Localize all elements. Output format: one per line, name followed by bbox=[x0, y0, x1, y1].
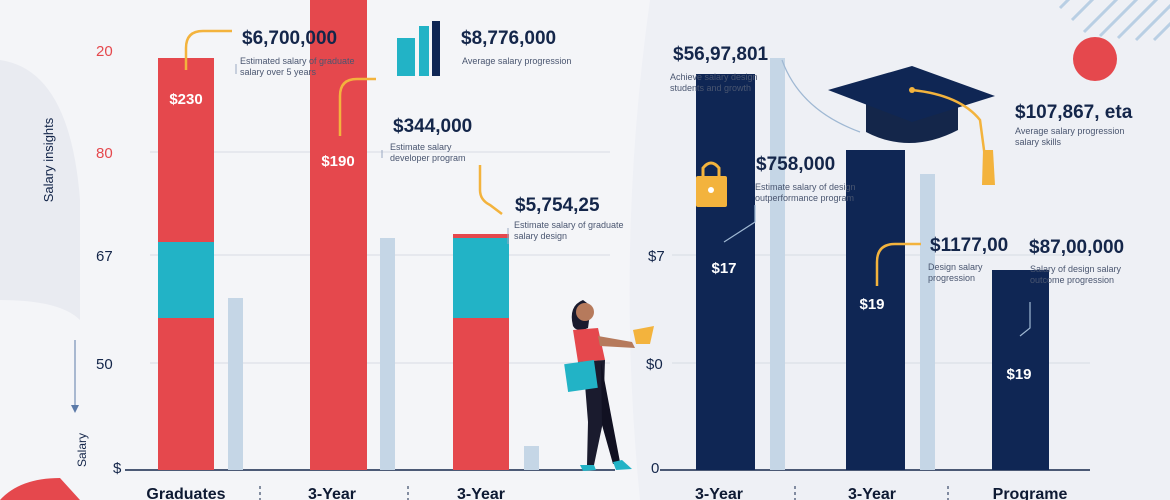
right-thin-connectors bbox=[723, 59, 1031, 337]
left-bar-labels: $230 $190 bbox=[169, 91, 354, 170]
red-dot-decoration bbox=[1073, 37, 1117, 81]
right-bar-comparison-0 bbox=[770, 58, 785, 470]
right-category-dividers bbox=[794, 486, 949, 500]
callout-amount-2: $8,776,000 bbox=[461, 28, 556, 49]
right-callout-amount-2: $107,867, eta bbox=[1015, 102, 1133, 123]
right-y-tick-0: $0 bbox=[646, 356, 663, 373]
right-callout-amounts: $56,97,801 $107,867, eta $758,000 $1177,… bbox=[673, 44, 1133, 258]
left-category-labels: Graduates 3-Year 3-Year bbox=[146, 486, 505, 500]
right-callout-amount-5: $87,00,000 bbox=[1029, 237, 1124, 258]
woman-illustration-icon bbox=[564, 300, 654, 471]
y-tick-80: 80 bbox=[96, 145, 113, 162]
bar-comparison-0 bbox=[228, 298, 243, 470]
category-label-3-year-b: 3-Year bbox=[457, 486, 505, 500]
category-label-3-year-a: 3-Year bbox=[308, 486, 356, 500]
callout-note-3: Estimate salary developer program bbox=[390, 142, 466, 163]
right-callout-note-1: Achieve salary design students and growt… bbox=[670, 72, 758, 93]
right-callout-note-5: Salary of design salary outcome progress… bbox=[1030, 264, 1122, 285]
right-callout-note-3: Estimate salary of design outperformance… bbox=[755, 182, 856, 203]
y-tick-20: 20 bbox=[96, 43, 113, 60]
right-y-ticks: $7 $0 0 bbox=[646, 248, 665, 477]
y-tick-50: 50 bbox=[96, 356, 113, 373]
left-y-axis-title-bottom: Salary bbox=[75, 433, 89, 467]
bar-stack-bottom-1 bbox=[310, 318, 367, 470]
right-callout-amount-1: $56,97,801 bbox=[673, 44, 769, 65]
right-bar-2 bbox=[992, 270, 1049, 470]
right-callout-connectors bbox=[875, 242, 921, 286]
stripe-pattern bbox=[1058, 0, 1170, 42]
right-y-tick-zero: 0 bbox=[651, 460, 659, 477]
bar-stack-middle-0 bbox=[158, 242, 214, 318]
right-category-labels: 3-Year 3-Year Programe bbox=[695, 486, 1067, 500]
right-bar-comparison-1 bbox=[920, 174, 935, 470]
bar-stack-bottom-0 bbox=[158, 318, 214, 470]
right-callout-notes: Achieve salary design students and growt… bbox=[670, 72, 1125, 285]
bar-comparison-2 bbox=[524, 446, 539, 470]
left-decor-arc bbox=[0, 60, 80, 320]
category-label-graduates: Graduates bbox=[146, 486, 225, 500]
left-callout-amounts: $6,700,000 $8,776,000 $344,000 $5,754,25 bbox=[242, 28, 600, 216]
right-bar-label-2: $19 bbox=[859, 296, 884, 313]
callout-note-4: Estimate salary of graduate salary desig… bbox=[514, 220, 624, 241]
lock-icon bbox=[696, 161, 727, 207]
right-category-label-3-year-a: 3-Year bbox=[695, 486, 743, 500]
right-bar-label-3: $19 bbox=[1006, 366, 1031, 383]
right-callout-note-2: Average salary progression salary skills bbox=[1015, 126, 1125, 147]
right-bar-labels: $17 $19 $19 bbox=[711, 260, 1031, 383]
right-bar-label-1: $17 bbox=[711, 260, 736, 277]
bar-stack-middle-2 bbox=[453, 238, 509, 318]
left-callout-note-guides bbox=[235, 64, 509, 244]
bar-label-3-year-a: $190 bbox=[321, 153, 354, 170]
bar-label-graduates: $230 bbox=[169, 91, 202, 108]
bar-stack-bottom-2 bbox=[453, 318, 509, 470]
callout-amount-1: $6,700,000 bbox=[242, 28, 337, 49]
left-bars bbox=[158, 0, 539, 470]
left-category-dividers bbox=[259, 486, 409, 500]
right-bars bbox=[696, 58, 1049, 470]
left-callout-connectors bbox=[184, 29, 503, 215]
callout-amount-3: $344,000 bbox=[393, 116, 472, 137]
callout-amount-4: $5,754,25 bbox=[515, 195, 600, 216]
bottom-red-wave bbox=[0, 478, 80, 500]
right-callout-amount-3: $758,000 bbox=[756, 154, 835, 175]
right-bar-0 bbox=[696, 74, 755, 470]
right-category-label-programe: Programe bbox=[993, 486, 1068, 500]
callout-note-2: Average salary progression bbox=[462, 56, 572, 66]
right-y-tick-7: $7 bbox=[648, 248, 665, 265]
left-y-ticks: 20 80 67 50 $ bbox=[96, 43, 122, 477]
left-y-axis-title: Salary insights bbox=[41, 117, 56, 202]
y-tick-67: 67 bbox=[96, 248, 113, 265]
right-callout-note-4: Design salary progression bbox=[928, 262, 983, 283]
bar-comparison-1 bbox=[380, 238, 395, 470]
bar-stack-top-2 bbox=[453, 234, 509, 238]
graduation-cap-icon bbox=[828, 66, 995, 185]
right-callout-amount-4: $1177,00 bbox=[930, 235, 1008, 256]
y-tick-dollar: $ bbox=[113, 460, 122, 477]
right-category-label-3-year-b: 3-Year bbox=[848, 486, 896, 500]
callout-note-1: Estimated salary of graduate salary over… bbox=[240, 56, 355, 77]
left-y-arrow-head bbox=[71, 405, 79, 413]
bar-chart-icon bbox=[397, 21, 440, 76]
bar-stack-top-1 bbox=[310, 0, 367, 318]
left-callout-notes: Estimated salary of graduate salary over… bbox=[240, 56, 624, 241]
bar-stack-top-0 bbox=[158, 58, 214, 242]
right-bar-1 bbox=[846, 150, 905, 470]
